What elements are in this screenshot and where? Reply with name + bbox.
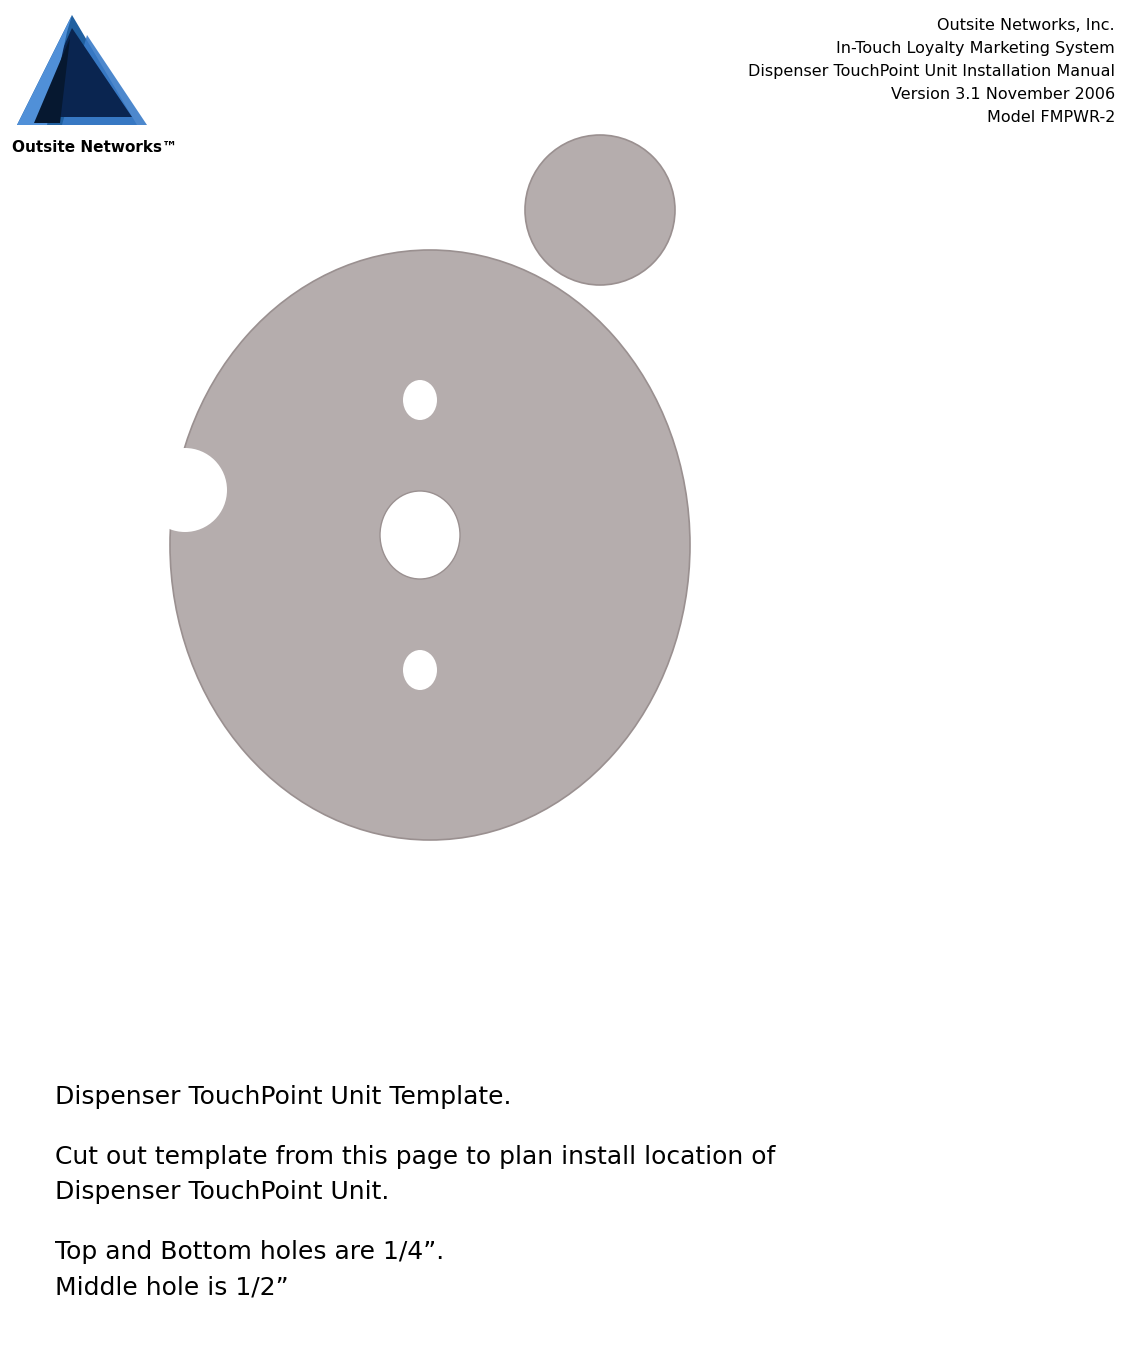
Polygon shape	[34, 38, 70, 123]
Text: Top and Bottom holes are 1/4”.
Middle hole is 1/2”: Top and Bottom holes are 1/4”. Middle ho…	[55, 1240, 444, 1300]
Polygon shape	[17, 15, 72, 125]
Ellipse shape	[403, 651, 437, 690]
Text: Outsite Networks™: Outsite Networks™	[12, 140, 178, 155]
Text: In-Touch Loyalty Marketing System: In-Touch Loyalty Marketing System	[836, 41, 1115, 56]
Polygon shape	[17, 15, 137, 125]
Text: Cut out template from this page to plan install location of
Dispenser TouchPoint: Cut out template from this page to plan …	[55, 1144, 776, 1204]
Ellipse shape	[380, 491, 460, 578]
Text: Version 3.1 November 2006: Version 3.1 November 2006	[891, 87, 1115, 102]
Polygon shape	[32, 29, 132, 117]
Text: Dispenser TouchPoint Unit Template.: Dispenser TouchPoint Unit Template.	[55, 1084, 511, 1109]
Circle shape	[525, 135, 675, 285]
Circle shape	[143, 447, 227, 532]
Polygon shape	[62, 35, 147, 125]
Text: Dispenser TouchPoint Unit Installation Manual: Dispenser TouchPoint Unit Installation M…	[748, 64, 1115, 79]
Ellipse shape	[170, 250, 690, 840]
Text: Model FMPWR-2: Model FMPWR-2	[986, 110, 1115, 125]
Text: Outsite Networks, Inc.: Outsite Networks, Inc.	[938, 18, 1115, 33]
Ellipse shape	[403, 381, 437, 420]
